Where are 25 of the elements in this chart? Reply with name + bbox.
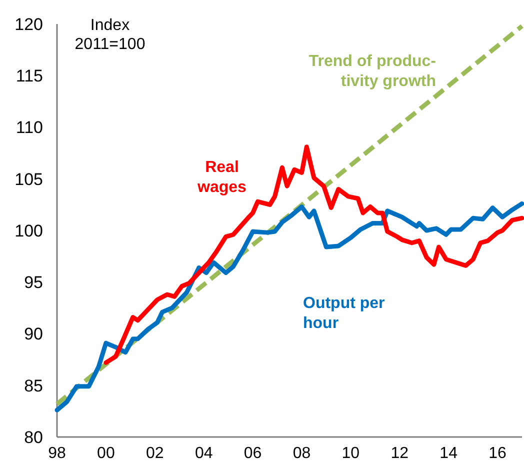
x-tick-label: 12 <box>390 445 409 462</box>
y-tick-label: 95 <box>24 273 43 292</box>
line-series <box>54 201 524 412</box>
y-tick-label: 100 <box>14 221 43 240</box>
x-tick-label: 10 <box>342 445 360 462</box>
x-tick-label: 00 <box>97 445 115 462</box>
line-series <box>104 144 524 365</box>
y-tick-label: 90 <box>24 324 43 344</box>
x-tick-label: 02 <box>146 445 164 462</box>
y-tick-label: 110 <box>16 118 43 138</box>
x-tick-label: 16 <box>488 445 507 462</box>
y-tick-label: 115 <box>16 66 43 86</box>
x-tick-label: 04 <box>194 445 213 462</box>
x-tick-label: 98 <box>48 445 66 462</box>
y-tick-label: 105 <box>14 170 43 189</box>
y-tick-label: 85 <box>24 376 43 396</box>
x-tick-label: 06 <box>244 445 262 462</box>
x-tick-label: 08 <box>292 445 311 462</box>
series-label: Real wages <box>196 159 247 196</box>
y-axis-title: Index 2011=100 <box>74 17 146 53</box>
x-tick-label: 14 <box>440 445 458 462</box>
text: Output per hour <box>303 295 385 332</box>
y-tick-label: 120 <box>14 14 43 34</box>
y-tick-label: 80 <box>24 428 43 447</box>
series-label: Trend of produc- tivity growth <box>308 53 436 90</box>
